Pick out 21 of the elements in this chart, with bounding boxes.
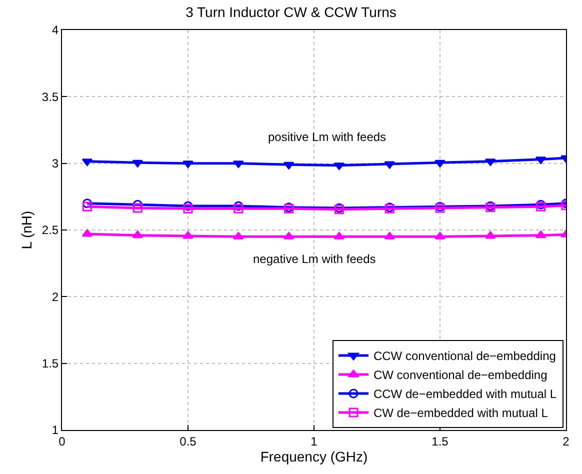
x-tick-label: 1: [310, 434, 318, 448]
chart-title: 3 Turn Inductor CW & CCW Turns: [186, 4, 396, 20]
x-tick-label: 0.5: [180, 434, 197, 448]
legend-label: CCW de−embedded with mutual L: [373, 387, 557, 402]
y-tick-label: 1: [52, 423, 59, 438]
annotation: negative Lm with feeds: [253, 252, 376, 266]
y-tick-label: 2: [52, 290, 59, 304]
y-tick-label: 3.5: [42, 90, 59, 104]
annotation: positive Lm with feeds: [268, 130, 386, 144]
legend-label: CW conventional de−embedding: [373, 368, 548, 382]
y-tick-label: 3: [52, 156, 59, 171]
legend-label: CW de−embedded with mutual L: [373, 406, 548, 420]
x-tick-label: 0: [58, 434, 66, 448]
legend-label: CCW conventional de−embedding: [373, 349, 556, 364]
y-tick-label: 4: [52, 23, 59, 38]
x-tick-label: 1.5: [432, 434, 449, 448]
x-tick-label: 2: [562, 434, 570, 448]
y-axis-title: L (nH): [18, 210, 35, 250]
y-tick-label: 2.5: [42, 223, 59, 238]
y-tick-label: 1.5: [42, 356, 59, 371]
x-axis-title: Frequency (GHz): [260, 448, 368, 465]
